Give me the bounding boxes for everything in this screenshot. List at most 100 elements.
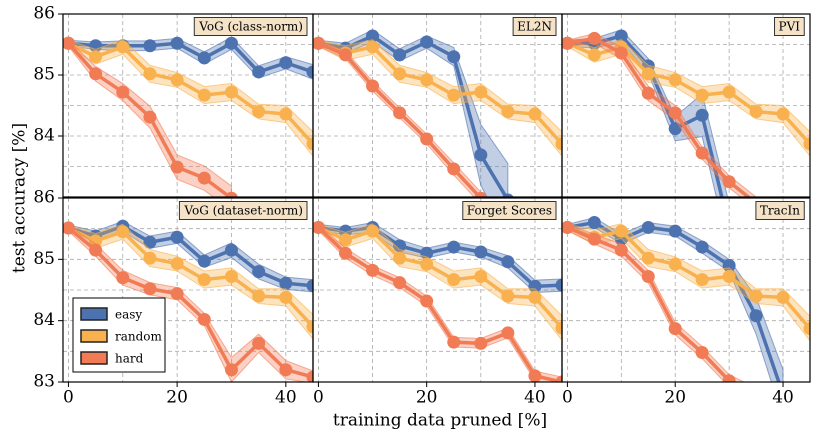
y-tick-label: 83 <box>33 372 55 392</box>
point <box>252 289 266 303</box>
point <box>562 36 574 50</box>
point <box>447 162 461 176</box>
x-tick-label: 20 <box>166 388 188 408</box>
point <box>420 35 434 49</box>
panel-title: PVI <box>779 20 801 34</box>
series-line <box>68 41 313 74</box>
panel: 84 85 86 VoG (class-norm) <box>33 4 314 198</box>
series-line <box>67 41 313 146</box>
panel-title-box <box>755 201 805 220</box>
point <box>695 346 709 360</box>
point <box>776 290 790 304</box>
point <box>143 110 157 124</box>
series-line <box>67 226 313 379</box>
point <box>641 220 655 234</box>
series-line <box>566 225 736 382</box>
error-band <box>67 39 313 157</box>
series-line <box>67 226 313 328</box>
point <box>306 137 313 151</box>
point <box>306 279 313 293</box>
x-axis-label: training data pruned [%] <box>333 411 547 431</box>
panel-title: VoG (class-norm) <box>198 20 303 34</box>
x-tick-label: 20 <box>416 388 438 408</box>
point <box>313 220 325 234</box>
point <box>338 233 352 247</box>
point <box>89 67 103 81</box>
point <box>474 270 488 284</box>
point <box>224 243 238 257</box>
point <box>197 171 211 185</box>
plot-area <box>313 220 562 382</box>
point <box>501 105 515 119</box>
point <box>170 287 184 301</box>
point <box>279 107 293 121</box>
point <box>279 56 293 70</box>
point <box>695 240 709 254</box>
point <box>555 137 562 151</box>
point <box>197 312 211 326</box>
point <box>143 235 157 249</box>
point <box>803 322 810 336</box>
point <box>447 273 461 287</box>
plot-area <box>313 29 562 197</box>
point <box>116 40 130 54</box>
plot-area <box>562 216 810 401</box>
point <box>668 322 682 336</box>
series-line <box>317 225 562 330</box>
point <box>366 224 380 238</box>
panel-title-box <box>512 17 557 36</box>
point <box>695 88 709 102</box>
point <box>89 243 103 257</box>
point <box>393 251 407 265</box>
point <box>170 230 184 244</box>
point <box>313 36 325 50</box>
panel: EL2N <box>312 13 563 198</box>
point <box>562 220 574 234</box>
error-band <box>317 29 509 197</box>
point <box>279 276 293 290</box>
point <box>279 290 293 304</box>
point <box>695 273 709 287</box>
point <box>366 263 380 277</box>
panel: 83 84 85 86 0 20 40 VoG (dataset-norm) easy rando… <box>33 188 314 408</box>
error-band <box>566 32 757 197</box>
y-tick-label: 85 <box>33 65 55 85</box>
point <box>420 132 434 146</box>
point <box>366 40 380 54</box>
panel-frame <box>561 13 811 198</box>
point <box>528 279 542 293</box>
error-band <box>566 223 745 382</box>
point <box>528 107 542 121</box>
error-band <box>67 224 313 382</box>
point <box>116 85 130 99</box>
panel-title: VoG (dataset-norm) <box>183 204 303 218</box>
point <box>614 243 628 257</box>
series-line <box>317 226 562 382</box>
panel-frame <box>561 197 811 383</box>
point <box>528 369 542 382</box>
legend-swatch <box>80 307 108 321</box>
panel-title: TracIn <box>760 204 800 218</box>
point <box>447 335 461 349</box>
point <box>749 289 763 303</box>
point <box>474 245 488 259</box>
point <box>641 67 655 81</box>
point <box>587 31 601 45</box>
point <box>750 388 763 401</box>
panel: PVI <box>561 13 811 198</box>
point <box>224 363 238 377</box>
x-tick-label: 40 <box>772 388 794 408</box>
y-tick-label: 85 <box>33 249 55 269</box>
point <box>63 36 75 50</box>
x-tick-label: 20 <box>664 388 686 408</box>
point <box>474 85 488 99</box>
point <box>306 370 313 382</box>
point <box>555 278 562 292</box>
point <box>393 106 407 120</box>
legend-swatch <box>80 329 108 343</box>
point <box>501 289 515 303</box>
point <box>420 294 434 308</box>
plot-area <box>63 36 313 197</box>
point <box>776 107 790 121</box>
